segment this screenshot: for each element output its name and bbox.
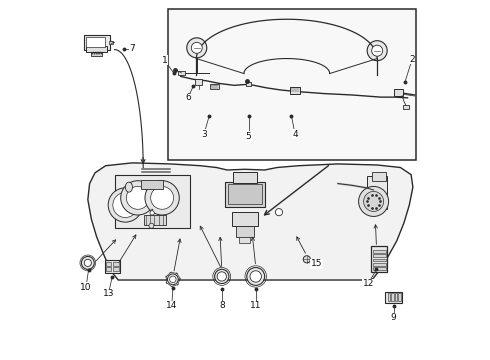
Circle shape — [150, 211, 154, 215]
Circle shape — [84, 259, 92, 266]
Circle shape — [151, 186, 173, 209]
Bar — [373, 258, 386, 261]
Text: 11: 11 — [250, 301, 262, 310]
Bar — [239, 237, 249, 243]
Circle shape — [108, 188, 143, 222]
Text: 14: 14 — [166, 301, 177, 310]
Circle shape — [145, 181, 179, 215]
Circle shape — [170, 276, 176, 283]
Bar — [245, 82, 251, 86]
Circle shape — [364, 192, 384, 211]
Polygon shape — [88, 163, 413, 280]
Bar — [113, 267, 119, 271]
Bar — [144, 215, 166, 225]
Bar — [106, 262, 111, 266]
Bar — [372, 172, 386, 181]
Circle shape — [113, 193, 138, 217]
Text: 8: 8 — [219, 301, 224, 310]
Bar — [373, 263, 386, 266]
Bar — [106, 267, 111, 271]
Circle shape — [126, 186, 149, 209]
Circle shape — [303, 256, 310, 263]
Circle shape — [149, 223, 154, 228]
Bar — [228, 184, 262, 204]
Bar — [368, 176, 387, 208]
Bar — [232, 212, 258, 226]
Circle shape — [191, 42, 202, 53]
Bar — [142, 180, 163, 189]
Ellipse shape — [125, 182, 132, 192]
Bar — [86, 46, 107, 52]
Text: 3: 3 — [201, 130, 207, 139]
Circle shape — [367, 41, 387, 61]
Text: 4: 4 — [292, 130, 298, 139]
Circle shape — [187, 38, 207, 58]
Bar — [290, 87, 300, 94]
Bar — [91, 52, 102, 56]
Text: 5: 5 — [245, 132, 251, 141]
Bar — [394, 89, 403, 96]
Circle shape — [247, 267, 265, 285]
Text: 7: 7 — [129, 44, 135, 53]
Bar — [113, 262, 119, 266]
Bar — [210, 84, 219, 89]
Text: 13: 13 — [103, 289, 114, 298]
Bar — [402, 105, 409, 109]
Bar — [109, 41, 113, 44]
Circle shape — [81, 256, 94, 269]
Circle shape — [275, 208, 283, 216]
Text: 1: 1 — [162, 56, 168, 65]
Text: 12: 12 — [363, 279, 374, 288]
Bar — [168, 9, 416, 160]
Bar — [388, 293, 390, 301]
Bar — [233, 172, 257, 183]
Circle shape — [250, 271, 262, 282]
Bar — [237, 226, 253, 237]
Bar — [373, 267, 386, 270]
Circle shape — [217, 272, 226, 281]
Bar — [371, 247, 387, 272]
Text: 10: 10 — [80, 283, 92, 292]
Bar — [398, 293, 401, 301]
Bar — [225, 182, 265, 207]
Text: 6: 6 — [185, 93, 191, 102]
Circle shape — [372, 45, 383, 56]
Circle shape — [215, 269, 229, 284]
Bar — [395, 293, 397, 301]
Bar — [115, 175, 190, 228]
Bar — [373, 254, 386, 257]
Bar — [84, 35, 110, 50]
Bar — [373, 250, 386, 253]
Bar — [104, 260, 120, 273]
Circle shape — [359, 186, 389, 216]
Text: 2: 2 — [409, 55, 415, 64]
Circle shape — [168, 274, 178, 285]
Bar — [385, 292, 402, 302]
Text: 15: 15 — [311, 260, 322, 269]
Text: 9: 9 — [391, 313, 396, 322]
Bar — [195, 79, 202, 85]
Bar — [85, 37, 105, 47]
Circle shape — [121, 181, 155, 215]
Bar — [392, 293, 394, 301]
Bar — [178, 71, 185, 75]
